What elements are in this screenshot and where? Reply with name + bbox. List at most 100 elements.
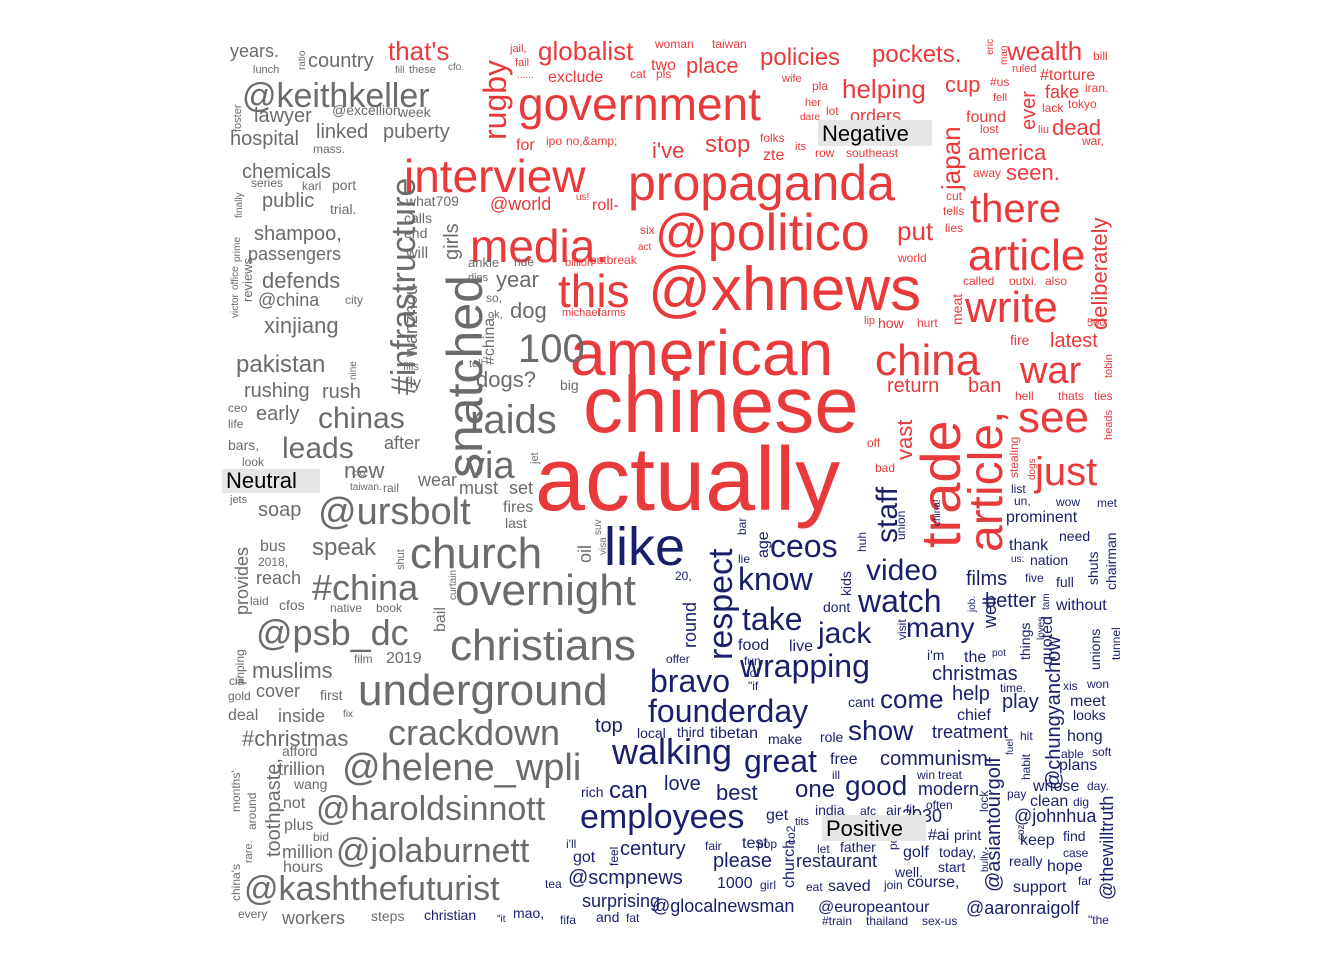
word-negative: ipo	[546, 134, 562, 148]
word-neutral: lawyer	[254, 105, 312, 127]
word-positive: christian	[424, 907, 476, 923]
word-neutral: series	[251, 176, 283, 190]
word-neutral: puberty	[383, 121, 450, 143]
word-negative: six	[640, 223, 655, 237]
word-neutral: soap	[258, 499, 301, 521]
word-positive: xis	[1063, 679, 1078, 693]
word-neutral: calls	[404, 210, 432, 226]
word-positive: tea	[545, 877, 562, 891]
word-positive: met	[1097, 496, 1118, 510]
word-positive: ill	[832, 768, 840, 782]
word-positive: top	[595, 715, 623, 737]
word-neutral: plus	[284, 817, 313, 834]
word-neutral: workers	[281, 908, 345, 928]
word-negative: roll-	[592, 197, 619, 214]
word-neutral: set	[509, 478, 533, 498]
word-negative: thats	[1058, 389, 1084, 403]
word-neutral: native	[330, 601, 362, 615]
word-negative: wealth	[1006, 36, 1082, 66]
word-positive: ceos	[770, 528, 838, 564]
word-negative: tokyo	[1068, 97, 1097, 111]
word-positive: mao,	[513, 905, 544, 921]
word-positive: well	[980, 597, 1000, 629]
group-label-box	[818, 120, 932, 146]
word-negative: deliberately	[1087, 217, 1112, 330]
word-neutral: ok,	[488, 309, 503, 321]
word-positive: come	[880, 684, 944, 714]
word-negative: man	[999, 46, 1010, 65]
group-label-positive: Positive	[822, 815, 926, 841]
word-positive: thailand	[866, 914, 908, 928]
word-positive: jack	[817, 617, 872, 650]
word-positive: union	[894, 511, 908, 540]
word-negative: fake	[1045, 82, 1079, 102]
word-negative: stealing	[1007, 437, 1021, 478]
word-neutral: shampoo,	[254, 223, 342, 245]
word-positive: golf	[903, 844, 929, 861]
word-negative: out	[1009, 274, 1026, 288]
word-positive: pot	[992, 648, 1006, 659]
word-negative: off	[867, 436, 881, 450]
word-positive: hope	[1047, 858, 1083, 875]
word-positive: #train	[822, 914, 852, 928]
word-negative: dead	[1052, 115, 1101, 140]
word-negative: woman	[654, 37, 694, 51]
word-positive: join	[883, 878, 903, 892]
word-neutral: christians	[450, 621, 636, 670]
word-positive: #ai	[928, 827, 949, 844]
word-negative: @xhnews	[648, 255, 921, 324]
word-negative: return	[887, 375, 939, 397]
word-positive: let	[817, 842, 830, 856]
word-negative: see	[1018, 393, 1089, 442]
word-neutral: victor	[230, 293, 241, 318]
word-neutral: office	[230, 266, 241, 290]
word-neutral: fills	[403, 361, 419, 373]
word-positive: treat	[938, 768, 963, 782]
word-neutral: leads	[282, 432, 354, 465]
word-negative: two	[651, 57, 676, 74]
word-positive: pay	[1007, 787, 1026, 801]
word-neutral: underground	[358, 666, 608, 715]
word-negative: jail,	[509, 43, 527, 55]
word-positive: chief	[957, 707, 991, 724]
word-neutral: trillion	[278, 759, 325, 779]
word-neutral: trial.	[330, 201, 356, 217]
word-negative: ......	[517, 70, 534, 81]
word-negative: interview	[404, 150, 586, 202]
word-neutral: #infrastructure	[385, 178, 423, 395]
word-neutral: cia	[229, 674, 245, 688]
word-positive: tits	[795, 816, 810, 828]
word-negative: wife	[781, 73, 802, 85]
word-positive: like	[604, 517, 685, 577]
word-negative: found	[966, 109, 1006, 126]
word-positive: love	[664, 773, 701, 795]
word-negative: southeast	[846, 146, 899, 160]
word-neutral: after	[384, 433, 420, 453]
word-positive: @asiantourgolf	[983, 757, 1005, 892]
word-positive: dig	[1073, 795, 1089, 809]
word-neutral: curtain	[448, 570, 459, 600]
word-negative: ever	[1018, 91, 1040, 130]
word-positive: keep	[1020, 832, 1055, 849]
word-neutral: book	[376, 601, 403, 615]
word-positive: local	[637, 725, 666, 741]
word-neutral: deal	[228, 707, 258, 724]
word-positive: meet	[1070, 693, 1106, 710]
word-positive: china!	[932, 499, 943, 526]
word-negative: away	[973, 166, 1001, 180]
word-neutral: what709	[405, 193, 459, 209]
word-positive: respect	[702, 548, 740, 660]
word-positive: able	[1061, 747, 1084, 761]
word-neutral: hospital	[230, 128, 299, 150]
word-neutral: @keithkeller	[242, 77, 430, 115]
word-positive: pop	[757, 837, 777, 851]
word-neutral: ankle	[468, 255, 499, 270]
word-negative: media.	[470, 220, 608, 272]
word-negative: war	[1019, 350, 1082, 392]
word-neutral: cfo	[352, 468, 366, 479]
word-positive: "if	[748, 679, 759, 693]
word-neutral: ratio	[297, 50, 308, 70]
word-positive: staff	[871, 486, 904, 543]
word-positive: bar	[735, 518, 749, 535]
